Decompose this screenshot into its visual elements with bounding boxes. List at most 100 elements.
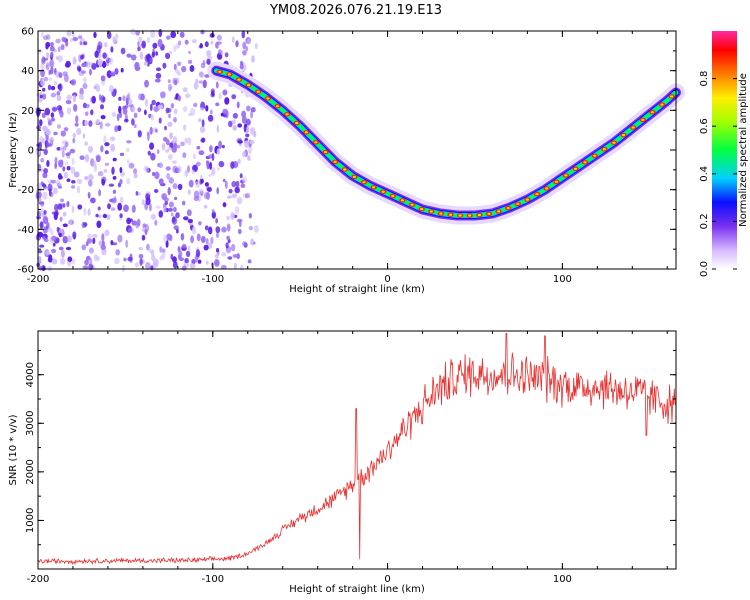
noise-speck	[209, 33, 215, 38]
noise-speck	[108, 57, 113, 65]
noise-speck	[51, 235, 57, 242]
noise-speck	[54, 203, 59, 212]
curve-peak-core	[333, 160, 337, 163]
noise-speck	[124, 118, 129, 123]
noise-speck	[57, 124, 61, 129]
noise-speck	[199, 107, 204, 111]
noise-speck	[84, 141, 89, 147]
noise-speck	[95, 86, 101, 92]
noise-speck	[92, 237, 96, 244]
noise-speck	[230, 161, 235, 170]
noise-speck	[86, 175, 90, 181]
noise-speck	[204, 41, 209, 48]
noise-speck	[210, 88, 215, 94]
noise-speck	[37, 250, 43, 254]
noise-speck	[165, 149, 170, 153]
noise-speck	[167, 146, 172, 151]
noise-speck	[175, 212, 180, 219]
noise-speck	[158, 210, 164, 218]
noise-speck	[96, 45, 102, 50]
curve-peak-core	[631, 126, 635, 129]
noise-speck	[104, 42, 108, 48]
noise-speck	[42, 125, 48, 132]
noise-speck	[82, 133, 86, 139]
noise-speck	[48, 254, 53, 263]
noise-speck	[112, 157, 117, 162]
x-tick-label: -200	[27, 274, 50, 285]
noise-speck	[166, 172, 171, 180]
noise-speck	[103, 135, 107, 144]
colorbar-ticks: 0.0 0.2 0.4 0.6 0.8	[699, 71, 737, 277]
noise-speck	[234, 206, 240, 215]
noise-speck	[39, 265, 43, 271]
noise-speck	[180, 233, 185, 241]
noise-speck	[168, 83, 172, 92]
noise-speck	[161, 142, 166, 151]
noise-speck	[40, 202, 45, 207]
noise-speck	[224, 97, 230, 105]
noise-speck	[150, 152, 156, 161]
noise-speck	[45, 250, 50, 256]
noise-speck	[198, 221, 202, 226]
noise-speck	[88, 62, 93, 66]
noise-speck	[139, 257, 143, 266]
noise-speck	[63, 127, 69, 132]
noise-speck	[42, 191, 48, 200]
noise-speck	[150, 114, 154, 121]
noise-speck	[221, 226, 227, 233]
noise-speck	[76, 185, 80, 194]
noise-speck	[187, 245, 191, 251]
noise-speck	[40, 63, 45, 70]
noise-speck	[236, 101, 240, 109]
noise-speck	[106, 214, 111, 221]
noise-speck	[126, 53, 132, 58]
noise-speck	[139, 51, 144, 60]
curve-peak-core	[602, 148, 606, 151]
noise-speck	[60, 130, 66, 137]
noise-speck	[200, 235, 206, 244]
noise-speck	[51, 258, 58, 265]
noise-speck	[45, 41, 51, 48]
noise-speck	[108, 183, 115, 187]
noise-speck	[119, 167, 123, 173]
noise-speck	[38, 197, 42, 203]
noise-speck	[150, 213, 156, 220]
noise-speck	[164, 201, 168, 205]
noise-speck	[165, 107, 170, 114]
curve-peak-core	[352, 175, 356, 178]
noise-speck	[224, 52, 229, 58]
noise-speck	[190, 235, 195, 244]
noise-speck	[176, 165, 182, 173]
noise-speck	[88, 179, 93, 187]
noise-speck	[175, 144, 181, 149]
noise-speck	[64, 161, 69, 166]
noise-speck	[200, 62, 206, 69]
noise-speck	[112, 189, 116, 194]
noise-speck	[170, 103, 175, 109]
noise-speck	[66, 178, 71, 182]
noise-speck	[184, 39, 189, 45]
noise-speck	[209, 145, 213, 153]
noise-speck	[84, 259, 89, 266]
noise-speck	[110, 71, 116, 76]
noise-speck	[237, 158, 241, 164]
noise-speck	[47, 117, 50, 121]
noise-speck	[173, 44, 177, 52]
noise-speck	[234, 186, 240, 194]
noise-speck	[239, 64, 244, 70]
noise-speck	[128, 98, 133, 106]
spectrogram-frame	[37, 30, 677, 270]
noise-speck	[208, 154, 213, 159]
noise-speck	[203, 244, 209, 251]
noise-speck	[189, 65, 195, 72]
noise-speck	[244, 140, 250, 148]
noise-speck	[172, 136, 178, 145]
noise-speck	[60, 44, 65, 51]
noise-speck	[193, 153, 196, 160]
noise-speck	[71, 258, 76, 264]
noise-speck	[49, 45, 55, 52]
colorbar-tick-label: 0.2	[699, 213, 710, 229]
noise-speck	[225, 242, 229, 249]
noise-speck	[245, 133, 250, 138]
noise-speck	[101, 248, 107, 256]
